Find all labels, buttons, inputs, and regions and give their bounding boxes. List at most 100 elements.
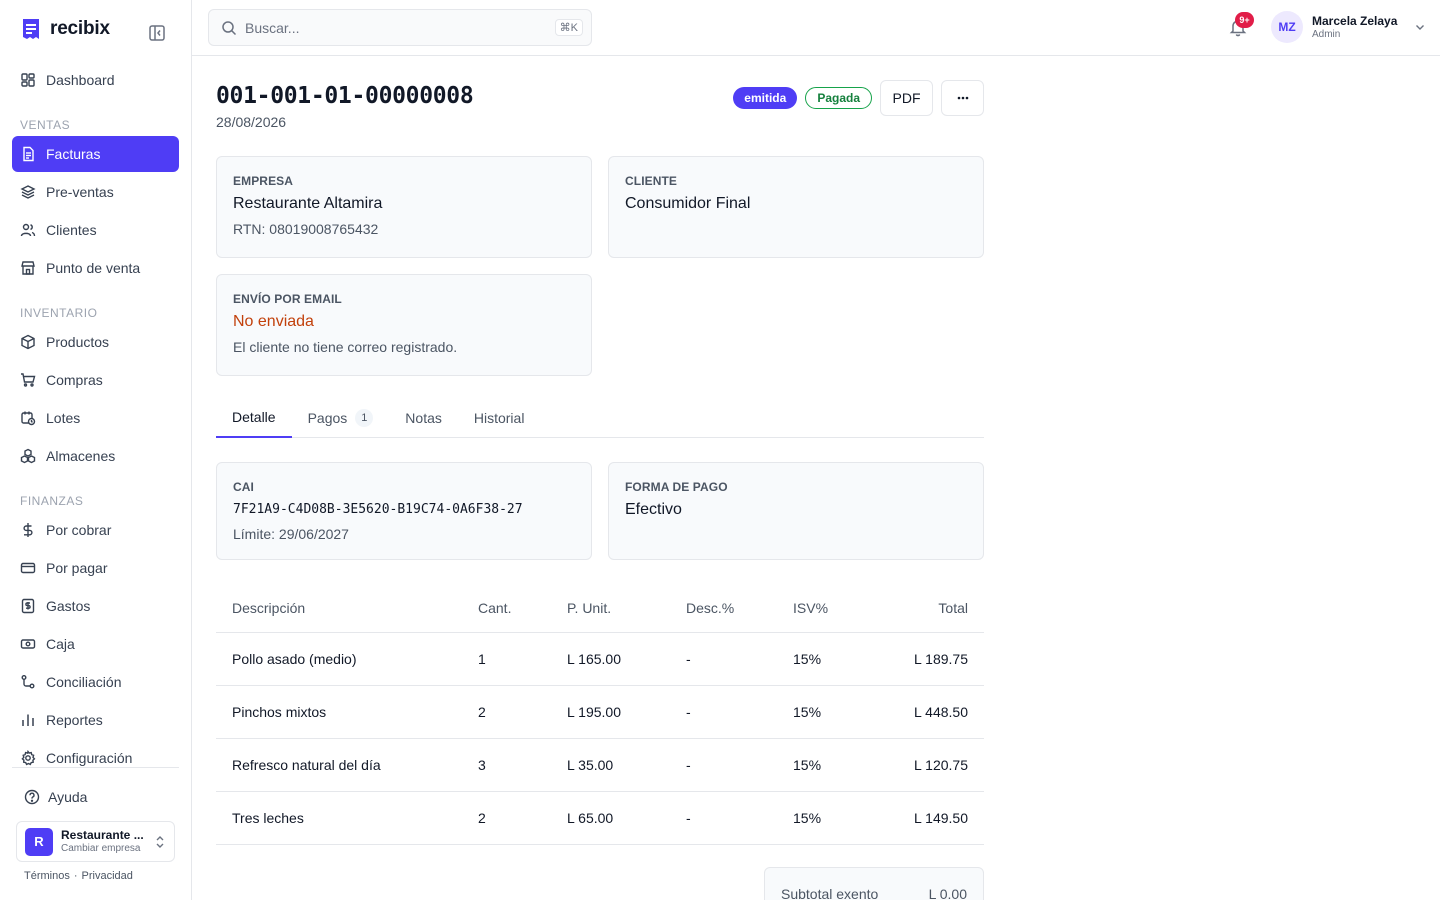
boxes-icon: [20, 448, 36, 464]
receipt-logo-icon: [23, 19, 39, 39]
receipt-icon: [21, 598, 35, 614]
sidebar-item-por-pagar[interactable]: Por pagar: [12, 550, 179, 586]
sidebar-item-label: Almacenes: [46, 448, 116, 464]
sidebar-item-configuracion[interactable]: Configuración: [12, 740, 179, 776]
cell-descuento: -: [686, 791, 793, 845]
sidebar-item-por-cobrar[interactable]: Por cobrar: [12, 512, 179, 548]
sidebar-item-label: Gastos: [46, 598, 91, 614]
dollar-sign-icon: [23, 523, 33, 537]
tab-label: Historial: [473, 409, 525, 426]
sidebar-item-clientes[interactable]: Clientes: [12, 212, 179, 248]
items-table: Descripción Cant. P. Unit. Desc.% ISV% T…: [216, 585, 984, 845]
privacy-link[interactable]: Privacidad: [81, 870, 133, 882]
sidebar-item-reportes[interactable]: Reportes: [12, 702, 179, 738]
user-role: Admin: [1312, 28, 1341, 40]
cell-isv: 15%: [793, 738, 888, 792]
table-row: Pollo asado (medio) 1 L 165.00 - 15% L 1…: [216, 632, 984, 686]
email-status: No enviada: [233, 313, 314, 330]
tab-pagos[interactable]: Pagos 1: [292, 397, 390, 438]
calendar-clock-icon: [21, 411, 36, 426]
tab-detalle[interactable]: Detalle: [216, 397, 292, 438]
cell-precio-unitario: L 195.00: [567, 685, 686, 739]
terms-link[interactable]: Términos: [24, 870, 70, 882]
tab-count-badge: 1: [355, 408, 374, 427]
topbar: ⌘K 9+ MZ Marcela Zelaya Admin: [192, 0, 1440, 56]
company-avatar: R: [25, 827, 53, 856]
col-header-descuento: Desc.%: [686, 585, 793, 633]
search-box[interactable]: ⌘K: [208, 9, 592, 46]
sidebar-item-almacenes[interactable]: Almacenes: [12, 438, 179, 474]
cell-descuento: -: [686, 685, 793, 739]
store-icon: [21, 261, 35, 275]
chevrons-up-down-icon: [156, 835, 164, 848]
cell-cantidad: 2: [478, 685, 567, 739]
more-options-button[interactable]: [941, 80, 984, 116]
cell-descripcion: Tres leches: [216, 791, 478, 845]
cai-card: CAI 7F21A9-C4D08B-3E5620-B19C74-0A6F38-2…: [216, 462, 592, 560]
brand[interactable]: recibix: [22, 18, 110, 40]
help-link[interactable]: Ayuda: [24, 789, 87, 805]
table-row: Pinchos mixtos 2 L 195.00 - 15% L 448.50: [216, 685, 984, 739]
sidebar-item-label: Lotes: [46, 410, 81, 426]
tab-historial[interactable]: Historial: [458, 397, 541, 438]
email-card: ENVÍO POR EMAIL No enviada El cliente no…: [216, 274, 592, 376]
sidebar-item-compras[interactable]: Compras: [12, 362, 179, 398]
sidebar-item-pre-ventas[interactable]: Pre-ventas: [12, 174, 179, 210]
sidebar-item-facturas[interactable]: Facturas: [12, 136, 179, 172]
legal-links: Términos · Privacidad: [24, 870, 133, 882]
company-switcher[interactable]: R Restaurante ... Cambiar empresa: [16, 821, 175, 862]
pdf-button[interactable]: PDF: [880, 80, 933, 116]
cell-precio-unitario: L 165.00: [567, 632, 686, 686]
cliente-name: Consumidor Final: [625, 195, 751, 212]
search-input[interactable]: [245, 19, 547, 36]
cell-cantidad: 2: [478, 791, 567, 845]
avatar: MZ: [1271, 11, 1303, 43]
layers-icon: [20, 185, 36, 199]
cai-label: CAI: [233, 480, 254, 494]
sidebar-item-conciliacion[interactable]: Conciliación: [12, 664, 179, 700]
cell-descripcion: Pinchos mixtos: [216, 685, 478, 739]
cai-code: 7F21A9-C4D08B-3E5620-B19C74-0A6F38-27: [233, 502, 523, 517]
cell-precio-unitario: L 65.00: [567, 791, 686, 845]
empresa-rtn: RTN: 08019008765432: [233, 221, 379, 237]
file-text-icon: [23, 146, 34, 162]
col-header-isv: ISV%: [793, 585, 888, 633]
users-icon: [20, 223, 36, 237]
sidebar-item-punto-de-venta[interactable]: Punto de venta: [12, 250, 179, 286]
cell-isv: 15%: [793, 791, 888, 845]
tab-notas[interactable]: Notas: [389, 397, 458, 438]
credit-card-icon: [20, 562, 36, 574]
user-menu[interactable]: MZ Marcela Zelaya Admin: [1271, 11, 1426, 43]
cell-total: L 120.75: [888, 738, 984, 792]
sidebar-item-label: Productos: [46, 334, 110, 350]
chevron-down-icon: [1416, 25, 1425, 30]
app-name: recibix: [50, 18, 110, 39]
cell-total: L 149.50: [888, 791, 984, 845]
sidebar-collapse-icon[interactable]: [148, 24, 166, 42]
tab-label: Detalle: [232, 408, 276, 425]
cell-isv: 15%: [793, 632, 888, 686]
tab-label: Notas: [405, 409, 442, 426]
page-title: 001-001-01-00000008: [216, 83, 474, 109]
sidebar-section-ventas: VENTAS: [20, 118, 71, 132]
empresa-card: EMPRESA Restaurante Altamira RTN: 080190…: [216, 156, 592, 258]
company-switch-label: Cambiar empresa: [61, 842, 141, 854]
cell-cantidad: 3: [478, 738, 567, 792]
empresa-label: EMPRESA: [233, 174, 294, 188]
forma-pago-value: Efectivo: [625, 501, 682, 518]
sidebar-item-label: Configuración: [46, 750, 133, 766]
sidebar-section-inventario: INVENTARIO: [20, 306, 98, 320]
help-label: Ayuda: [48, 789, 88, 805]
tab-label: Pagos: [307, 409, 348, 426]
sidebar-item-gastos[interactable]: Gastos: [12, 588, 179, 624]
cell-precio-unitario: L 35.00: [567, 738, 686, 792]
col-header-cantidad: Cant.: [478, 585, 567, 633]
sidebar-item-caja[interactable]: Caja: [12, 626, 179, 662]
payment-status-badge: Pagada: [805, 87, 872, 109]
sidebar-item-productos[interactable]: Productos: [12, 324, 179, 360]
sidebar-item-dashboard[interactable]: Dashboard: [12, 62, 179, 98]
sidebar-item-label: Dashboard: [46, 72, 115, 88]
sidebar-item-lotes[interactable]: Lotes: [12, 400, 179, 436]
sidebar-item-label: Por cobrar: [46, 522, 112, 538]
col-header-total: Total: [888, 585, 984, 633]
